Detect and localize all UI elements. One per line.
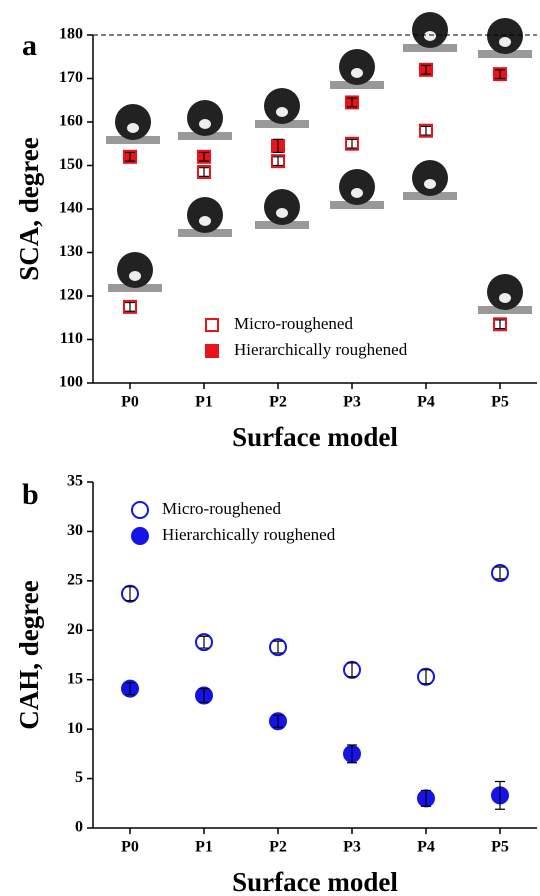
x-tick-label: P5 [491,839,509,856]
error-bar [273,156,283,167]
series [123,123,507,332]
droplet [412,12,448,48]
x-axis-title: Surface model [232,867,398,896]
droplet-highlight [199,119,211,129]
y-tick-label: 170 [59,69,83,86]
error-bar [199,167,209,177]
error-bar [273,714,283,728]
error-bar [495,566,505,580]
legend-label: Hierarchically roughened [234,340,408,359]
droplet [117,252,153,288]
droplet [487,18,523,54]
droplet-highlight [199,216,211,226]
legend-label: Hierarchically roughened [162,525,336,544]
y-tick-label: 100 [59,374,83,391]
y-tick-label: 15 [67,670,83,687]
marker [205,318,219,332]
x-tick-label: P3 [343,839,361,856]
error-bar [273,138,283,154]
error-bar [421,125,431,136]
x-tick-label: P0 [121,394,139,411]
x-tick-label: P2 [269,839,287,856]
droplet-highlight [276,107,288,117]
error-bar [347,744,357,764]
error-bar [125,682,135,696]
error-bar [273,640,283,654]
y-tick-label: 180 [59,26,83,43]
x-axis-title: Surface model [232,422,398,452]
y-tick-label: 120 [59,287,83,304]
x-tick-label: P1 [195,394,213,411]
error-bar [495,319,505,330]
error-bar [421,64,431,75]
panel-label: b [22,478,39,511]
droplet [187,100,223,136]
droplet [412,160,448,196]
y-tick-label: 35 [67,473,83,490]
series [121,679,509,810]
droplet [264,189,300,225]
error-bar [495,69,505,80]
y-tick-label: 5 [75,769,83,786]
y-tick-label: 130 [59,243,83,260]
error-bar [495,780,505,810]
x-tick-label: P4 [417,394,435,411]
y-tick-label: 140 [59,200,83,217]
error-bar [347,97,357,108]
marker [131,527,149,545]
error-bar [199,151,209,162]
error-bar [125,586,135,602]
droplet [339,49,375,85]
droplet [487,274,523,310]
y-axis-title: SCA, degree [14,137,44,280]
droplet [115,104,151,140]
y-tick-label: 160 [59,113,83,130]
y-tick-label: 110 [60,330,83,347]
droplet-highlight [129,271,141,281]
marker [131,501,149,519]
y-tick-label: 150 [59,156,83,173]
droplet-highlight [424,31,436,41]
marker [205,344,219,358]
droplet-highlight [276,208,288,218]
x-tick-label: P4 [417,839,435,856]
droplet [339,169,375,205]
droplet-highlight [351,68,363,78]
series [123,62,507,164]
panel-label: a [22,29,37,62]
error-bar [199,688,209,704]
x-tick-label: P0 [121,839,139,856]
error-bar [347,138,357,149]
error-bar [421,669,431,685]
x-tick-label: P3 [343,394,361,411]
droplet [187,197,223,233]
droplet-highlight [127,123,139,133]
droplet-highlight [499,293,511,303]
y-tick-label: 20 [67,621,83,638]
legend-label: Micro-roughened [234,314,353,333]
legend-label: Micro-roughened [162,499,281,518]
droplet-highlight [499,37,511,47]
y-tick-label: 30 [67,522,83,539]
droplet-highlight [424,179,436,189]
error-bar [347,662,357,678]
x-tick-label: P1 [195,839,213,856]
error-bar [421,789,431,807]
x-tick-label: P5 [491,394,509,411]
droplet [264,88,300,124]
error-bar [125,301,135,312]
y-tick-label: 10 [67,720,83,737]
x-tick-label: P2 [269,394,287,411]
error-bar [199,635,209,649]
y-axis-title: CAH, degree [14,580,44,729]
y-tick-label: 0 [75,819,83,836]
droplet-highlight [351,188,363,198]
error-bar [125,151,135,162]
series [121,563,509,686]
y-tick-label: 25 [67,572,83,589]
